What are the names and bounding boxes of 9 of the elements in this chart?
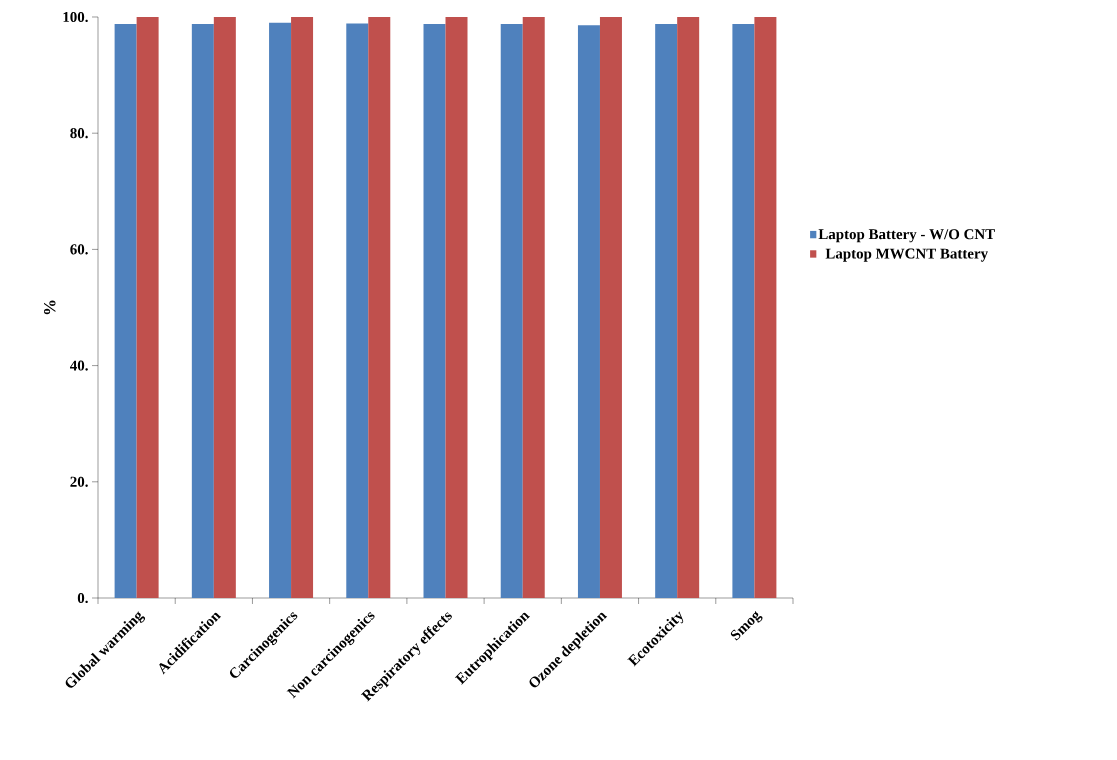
y-tick-label: 20.	[70, 476, 88, 487]
y-tick-label: 0.	[77, 592, 88, 604]
y-tick-label: 80.	[70, 128, 88, 139]
y-axis-title: %	[44, 300, 56, 315]
y-tick-label: 100.	[63, 11, 88, 23]
y-tick-label: 40.	[70, 360, 88, 371]
legend-label: Laptop MWCNT Battery	[825, 248, 988, 262]
y-tick-label: 60.	[70, 244, 88, 255]
legend-label: Laptop Battery - W/O CNT	[818, 229, 995, 243]
